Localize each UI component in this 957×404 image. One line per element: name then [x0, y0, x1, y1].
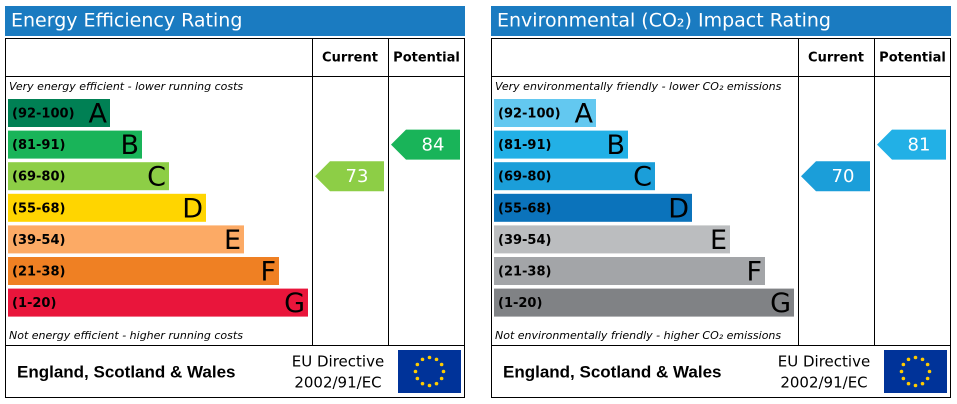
band-bar [8, 99, 110, 127]
band-letter: A [89, 99, 108, 130]
directive: 2002/91/EC [294, 374, 381, 392]
band-range: (21-38) [12, 265, 65, 280]
band-letter: C [147, 162, 166, 193]
eu-star [413, 369, 418, 374]
eu-star [415, 376, 420, 381]
eu-star [899, 369, 904, 374]
directive: EU Directive [292, 353, 384, 371]
eu-star [925, 362, 930, 367]
eu-star [927, 369, 932, 374]
eu-star [420, 381, 425, 386]
eu-star [901, 362, 906, 367]
eu-star [415, 362, 420, 367]
band-letter: F [260, 257, 276, 288]
band-bar [8, 193, 206, 222]
band-bar [8, 130, 142, 159]
eu-star [920, 381, 925, 386]
band-range: (81-91) [498, 138, 551, 153]
eu-star [913, 383, 918, 388]
band-range: (92-100) [12, 107, 75, 122]
frame [491, 38, 951, 398]
eu-star [906, 357, 911, 362]
rating-arrow [877, 129, 946, 160]
band-letter: B [120, 130, 139, 161]
band-bar [494, 225, 730, 254]
directive: 2002/91/EC [780, 374, 867, 392]
band-range: (81-91) [12, 138, 65, 153]
column-header: Current [808, 51, 864, 66]
column-header: Current [322, 51, 378, 66]
eu-star [434, 381, 439, 386]
eu-star [427, 383, 432, 388]
eu-star [913, 355, 918, 360]
directive: EU Directive [778, 353, 870, 371]
band-range: (69-80) [12, 170, 65, 185]
rating-arrow [315, 161, 384, 192]
band-bar [8, 225, 244, 254]
band-letter: F [746, 257, 762, 288]
eu-star [906, 381, 911, 386]
band-bar [8, 257, 279, 285]
rating-value: 73 [346, 166, 369, 187]
bottom-note: Not energy efficient - higher running co… [9, 329, 243, 342]
band-letter: D [668, 193, 689, 224]
eu-star [925, 376, 930, 381]
band-bar [8, 288, 308, 317]
eu-star [439, 362, 444, 367]
rating-arrow [801, 161, 870, 192]
eu-star [901, 376, 906, 381]
band-letter: E [224, 225, 241, 256]
band-bar [494, 193, 692, 222]
bottom-note: Not environmentally friendly - higher CO… [495, 329, 781, 342]
band-range: (69-80) [498, 170, 551, 185]
band-range: (39-54) [498, 233, 551, 248]
rating-value: 70 [832, 166, 855, 187]
column-header: Potential [879, 51, 946, 66]
band-range: (1-20) [498, 296, 542, 311]
band-bar [494, 257, 765, 285]
band-range: (55-68) [12, 201, 65, 216]
eu-star [920, 357, 925, 362]
band-letter: B [606, 130, 625, 161]
band-bar [494, 130, 628, 159]
chart-title: Environmental (CO₂) Impact Rating [497, 10, 831, 32]
footer-region: England, Scotland & Wales [503, 362, 722, 381]
chart-title: Energy Efficiency Rating [11, 10, 242, 32]
frame [5, 38, 465, 398]
column-header: Potential [393, 51, 460, 66]
band-bar [494, 288, 794, 317]
band-range: (1-20) [12, 296, 56, 311]
eu-star [441, 369, 446, 374]
band-range: (21-38) [498, 265, 551, 280]
band-letter: D [182, 193, 203, 224]
title-bar [5, 6, 465, 36]
rating-value: 84 [422, 135, 445, 156]
rating-arrow [391, 129, 460, 160]
band-range: (92-100) [498, 107, 561, 122]
top-note: Very environmentally friendly - lower CO… [495, 80, 782, 93]
band-letter: C [633, 162, 652, 193]
band-letter: A [575, 99, 594, 130]
eu-star [427, 355, 432, 360]
band-letter: G [770, 288, 791, 319]
eu-star [420, 357, 425, 362]
band-range: (39-54) [12, 233, 65, 248]
band-letter: E [710, 225, 727, 256]
band-bar [8, 162, 169, 191]
eu-star [434, 357, 439, 362]
band-range: (55-68) [498, 201, 551, 216]
footer-region: England, Scotland & Wales [17, 362, 236, 381]
title-bar [491, 6, 951, 36]
eu-star [439, 376, 444, 381]
top-note: Very energy efficient - lower running co… [9, 80, 243, 93]
band-bar [494, 162, 655, 191]
band-bar [494, 99, 596, 127]
band-letter: G [284, 288, 305, 319]
rating-value: 81 [908, 135, 931, 156]
